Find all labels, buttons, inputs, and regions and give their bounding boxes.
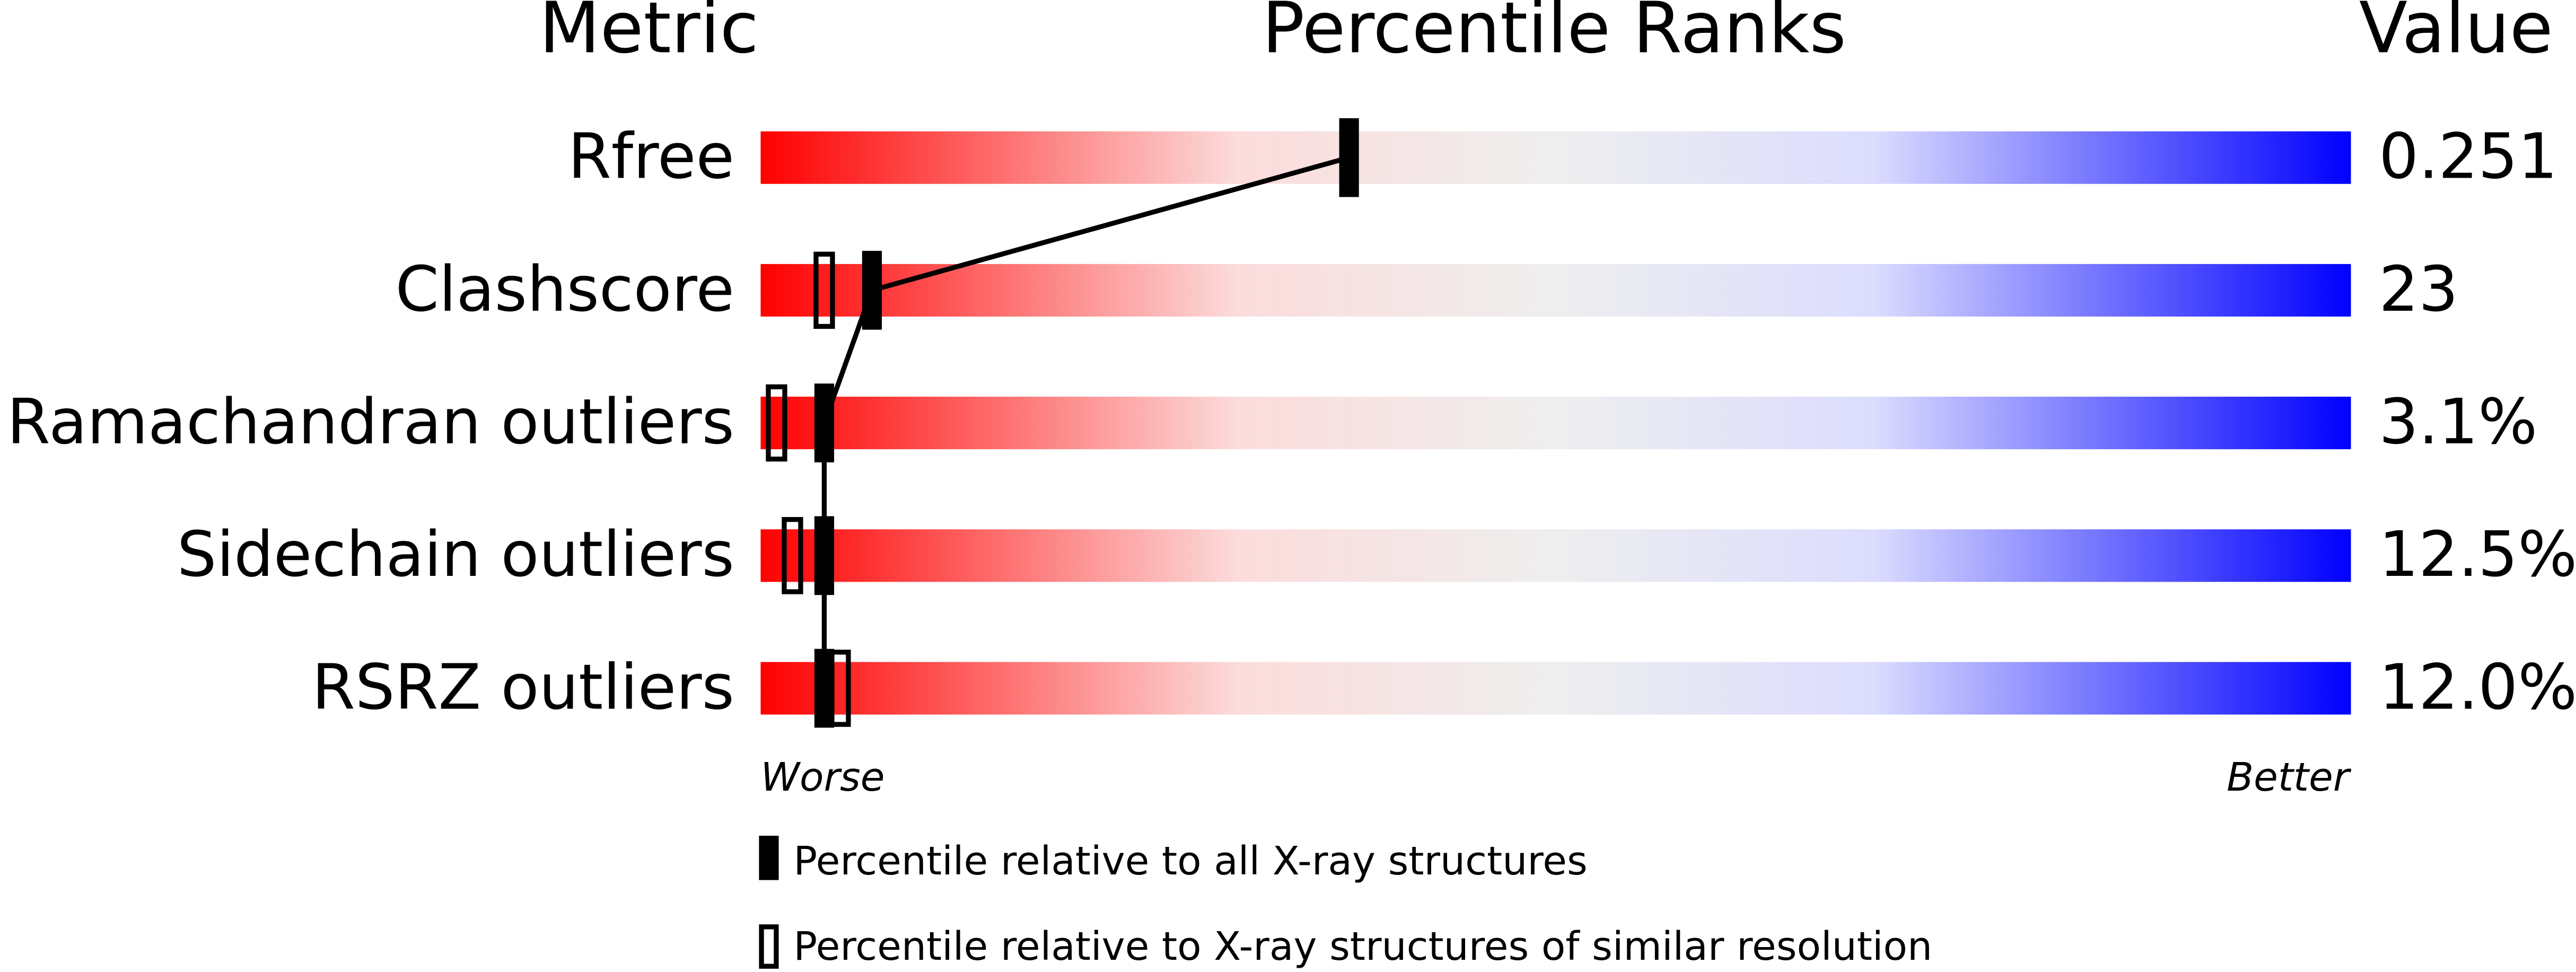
- gradient-bar: [760, 264, 2351, 317]
- metric-label: Sidechain outliers: [177, 518, 734, 591]
- similar-resolution-marker: [766, 384, 787, 462]
- all-structures-marker: [1339, 118, 1359, 197]
- metric-label: Ramachandran outliers: [7, 386, 734, 458]
- header-ranks: Percentile Ranks: [1262, 0, 1846, 69]
- metric-label: Clashscore: [396, 253, 734, 326]
- similar-resolution-marker: [782, 517, 803, 594]
- legend-open-swatch: [759, 924, 779, 969]
- metric-label: Rfree: [568, 120, 734, 193]
- legend-label: Percentile relative to all X-ray structu…: [793, 838, 1587, 884]
- metric-value: 3.1%: [2379, 386, 2537, 458]
- metric-value: 0.251: [2379, 120, 2557, 193]
- gradient-bar: [760, 397, 2351, 450]
- axis-high: Better: [2227, 754, 2352, 800]
- metric-value: 12.5%: [2379, 518, 2576, 591]
- gradient-bar: [760, 662, 2351, 715]
- metric-label: RSRZ outliers: [312, 651, 734, 723]
- axis-low: Worse: [760, 754, 884, 800]
- legend-filled-swatch: [759, 836, 779, 880]
- similar-resolution-marker: [813, 251, 835, 329]
- legend-label: Percentile relative to X-ray structures …: [793, 923, 1932, 969]
- header-value: Value: [2359, 0, 2553, 69]
- all-structures-marker: [814, 383, 835, 462]
- all-structures-marker: [814, 649, 835, 728]
- metric-value: 23: [2379, 253, 2458, 326]
- gradient-bar: [760, 131, 2351, 184]
- all-structures-marker: [862, 251, 882, 330]
- header-metric: Metric: [539, 0, 759, 69]
- all-structures-marker: [814, 516, 835, 596]
- metric-value: 12.0%: [2379, 651, 2576, 723]
- gradient-bar: [760, 529, 2351, 582]
